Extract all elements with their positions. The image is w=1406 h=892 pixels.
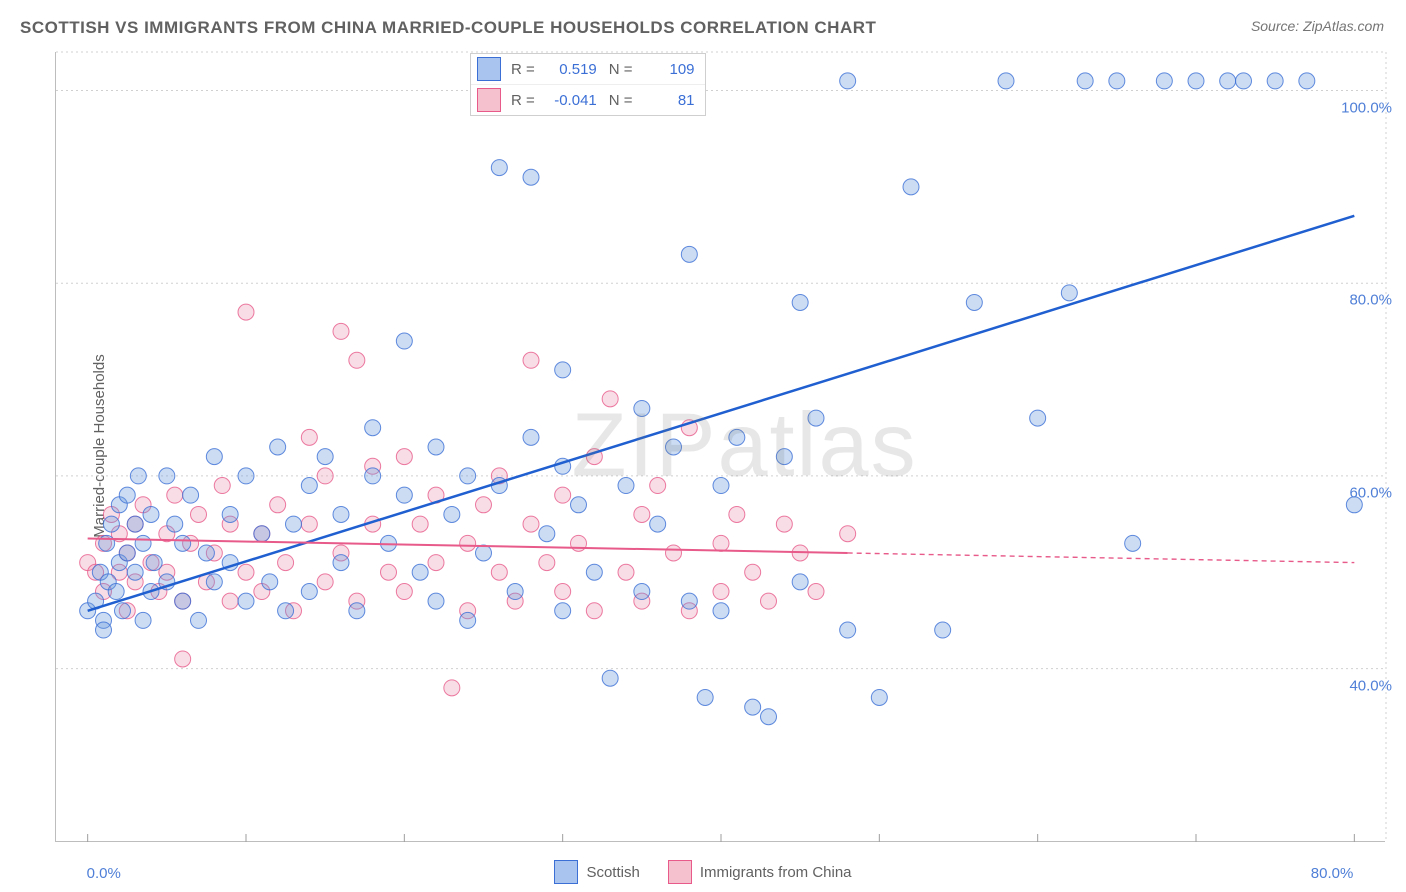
chart-container: SCOTTISH VS IMMIGRANTS FROM CHINA MARRIE… [0,0,1406,892]
r-label: R = [511,61,535,78]
y-tick-label: 60.0% [1349,484,1392,501]
n-value-scottish: 109 [637,61,695,78]
chart-title: SCOTTISH VS IMMIGRANTS FROM CHINA MARRIE… [20,18,876,38]
stats-row-china: R = -0.041 N = 81 [471,84,705,115]
scottish-swatch [477,57,501,81]
china-swatch [477,88,501,112]
legend-item-china: Immigrants from China [668,860,852,884]
r-value-scottish: 0.519 [539,61,597,78]
source-attribution: Source: ZipAtlas.com [1251,18,1384,34]
legend-swatch-china [668,860,692,884]
stats-row-scottish: R = 0.519 N = 109 [471,54,705,84]
legend-label-china: Immigrants from China [700,864,852,881]
r-label: R = [511,92,535,109]
r-value-china: -0.041 [539,92,597,109]
legend-item-scottish: Scottish [554,860,639,884]
n-value-china: 81 [637,92,695,109]
n-label: N = [609,61,633,78]
legend-swatch-scottish [554,860,578,884]
y-tick-label: 100.0% [1341,99,1392,116]
y-tick-label: 40.0% [1349,677,1392,694]
bottom-legend: Scottish Immigrants from China [0,860,1406,884]
legend-label-scottish: Scottish [586,864,639,881]
n-label: N = [609,92,633,109]
y-tick-label: 80.0% [1349,292,1392,309]
stats-legend: R = 0.519 N = 109 R = -0.041 N = 81 [470,53,706,116]
plot-svg [56,52,1386,842]
plot-area [55,52,1385,842]
